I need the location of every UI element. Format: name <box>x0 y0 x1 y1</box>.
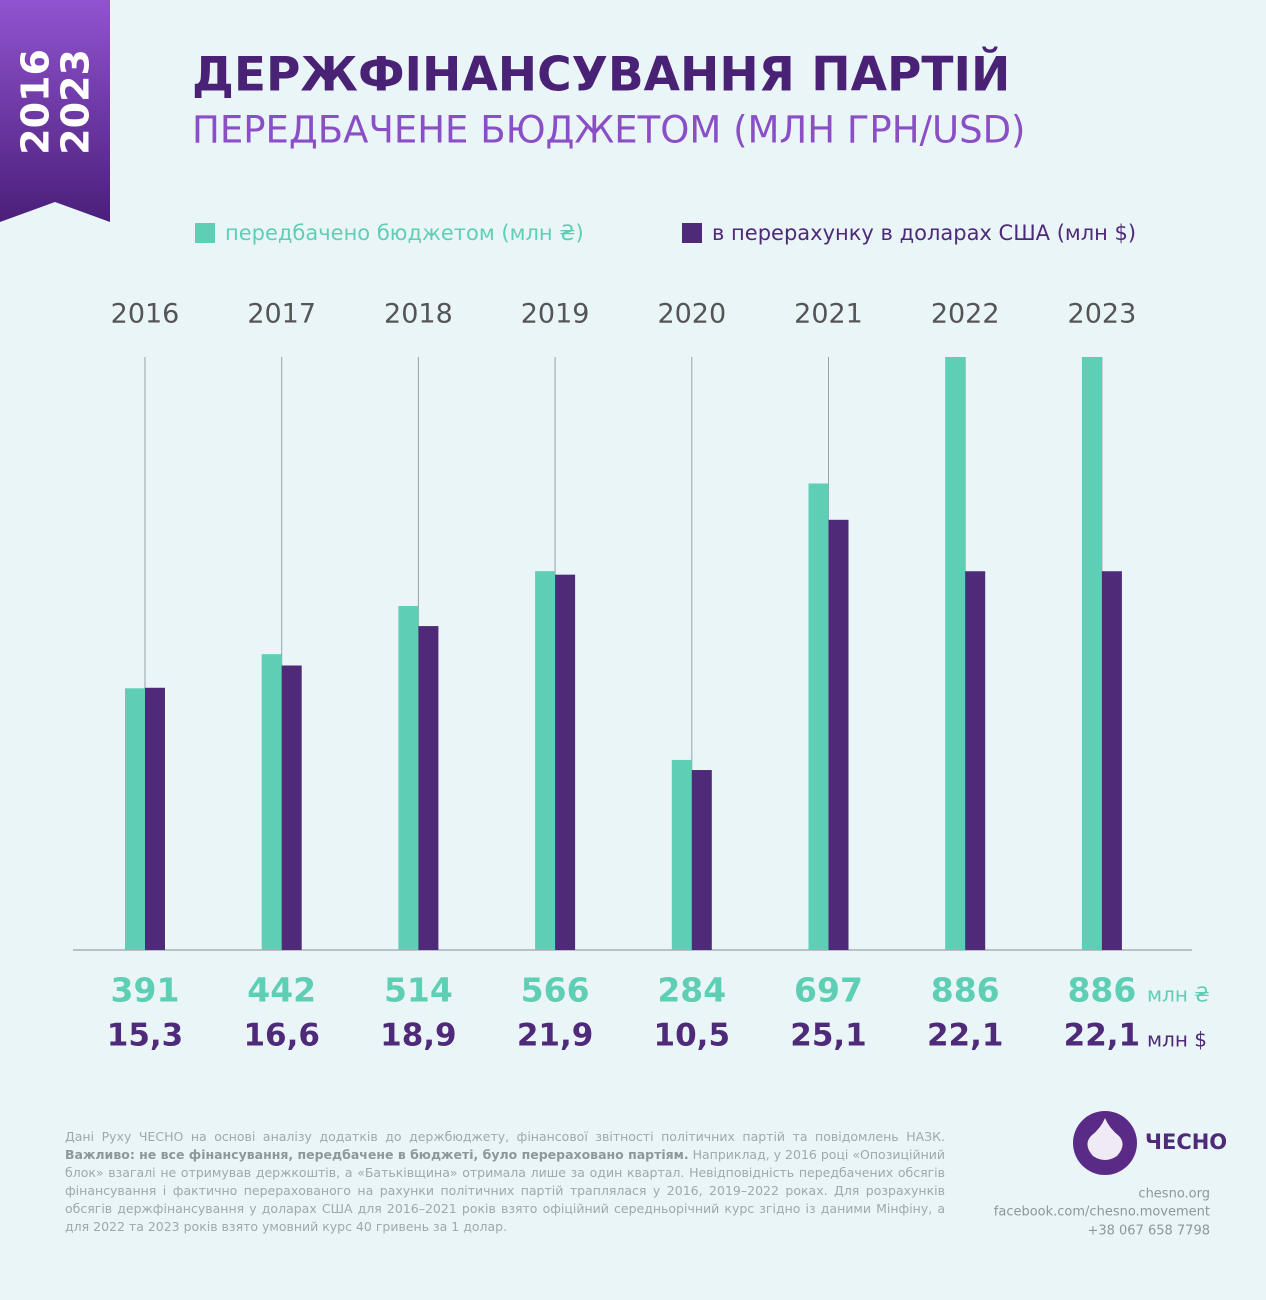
value-label: 10,5 <box>654 1018 731 1054</box>
value-label: 566 <box>521 971 590 1010</box>
unit-label: млн $ <box>1147 1028 1207 1052</box>
bar <box>1101 571 1122 950</box>
bar <box>808 483 829 950</box>
value-label: 15,3 <box>107 1018 184 1054</box>
x-tick-label: 2016 <box>111 299 180 330</box>
bar <box>965 571 986 950</box>
bar <box>398 605 419 950</box>
x-tick-label: 2018 <box>384 299 453 330</box>
bar <box>945 357 966 950</box>
bar <box>145 687 165 950</box>
value-label: 886 <box>931 971 1000 1010</box>
brand: ЧЕСНО <box>1145 1130 1227 1154</box>
bar <box>418 626 439 950</box>
x-tick-label: 2022 <box>931 299 1000 330</box>
value-label: 16,6 <box>243 1018 320 1054</box>
value-label: 886 <box>1067 971 1136 1010</box>
bar <box>691 770 712 950</box>
badge-year: 2016 <box>14 49 58 155</box>
x-tick-label: 2020 <box>657 299 726 330</box>
contact: chesno.org <box>1138 1187 1210 1202</box>
bar <box>125 688 145 950</box>
bar <box>281 665 302 950</box>
x-tick-label: 2021 <box>794 299 863 330</box>
footnote-bold: Важливо: не все фінансування, передбачен… <box>65 1147 689 1162</box>
logo-icon <box>1087 1118 1123 1160</box>
value-label: 391 <box>111 971 180 1010</box>
bar <box>535 571 556 950</box>
value-label: 697 <box>794 971 863 1010</box>
legend-label: в перерахунку в доларах США (млн $) <box>712 221 1136 245</box>
value-label: 514 <box>384 971 453 1010</box>
footnote-text: Дані Руху ЧЕСНО на основі аналізу додатк… <box>65 1129 945 1144</box>
bar <box>828 519 849 950</box>
footnote: Дані Руху ЧЕСНО на основі аналізу додатк… <box>65 1128 945 1236</box>
contact: +38 067 658 7798 <box>1087 1224 1210 1239</box>
bar <box>261 654 282 950</box>
legend-swatch <box>195 223 215 243</box>
unit-label: млн ₴ <box>1147 983 1210 1007</box>
bar <box>555 574 576 950</box>
x-tick-label: 2017 <box>247 299 316 330</box>
value-label: 25,1 <box>790 1018 867 1054</box>
legend-label: передбачено бюджетом (млн ₴) <box>225 221 584 245</box>
badge-ribbon <box>0 0 110 222</box>
value-label: 284 <box>657 971 726 1010</box>
footnote-text: Наприклад, у 2016 році «Опозиційний блок… <box>65 1147 945 1234</box>
value-label: 22,1 <box>927 1018 1004 1054</box>
value-label: 18,9 <box>380 1018 457 1054</box>
bar <box>671 759 692 950</box>
badge-year: 2023 <box>54 49 98 155</box>
legend-swatch <box>682 223 702 243</box>
x-tick-label: 2023 <box>1068 299 1137 330</box>
value-label: 442 <box>247 971 316 1010</box>
value-label: 21,9 <box>517 1018 594 1054</box>
contact: facebook.com/chesno.movement <box>994 1205 1210 1220</box>
chart-subtitle: ПЕРЕДБАЧЕНЕ БЮДЖЕТОМ (МЛН ГРН/USD) <box>192 109 1026 152</box>
bar <box>1081 357 1102 950</box>
x-tick-label: 2019 <box>521 299 590 330</box>
chart-title: ДЕРЖФІНАНСУВАННЯ ПАРТІЙ <box>192 48 1010 103</box>
value-label: 22,1 <box>1064 1018 1141 1054</box>
